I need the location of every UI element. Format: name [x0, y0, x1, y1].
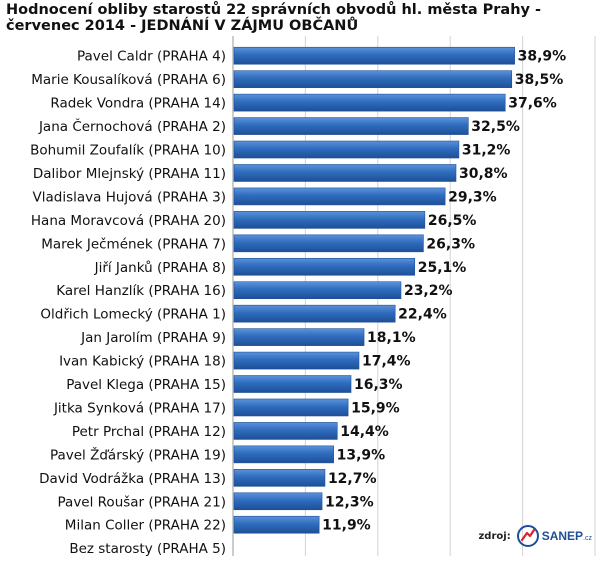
category-label: David Vodrážka (PRAHA 13)	[39, 471, 226, 487]
category-label: Vladislava Hujová (PRAHA 3)	[33, 189, 226, 205]
bar	[233, 211, 426, 229]
category-labels: Pavel Caldr (PRAHA 4) Marie Kousalíková (…	[30, 49, 226, 557]
value-label: 37,6%	[508, 96, 557, 112]
value-label: 38,9%	[518, 49, 567, 65]
category-label: Pavel Roušar (PRAHA 21)	[58, 494, 226, 510]
bar	[233, 140, 460, 159]
bar	[233, 328, 365, 346]
bar	[233, 281, 402, 300]
category-label: Dalibor Mlejnský (PRAHA 11)	[33, 166, 226, 182]
category-label: Ivan Kabický (PRAHA 18)	[59, 354, 226, 370]
category-label: Marie Kousalíková (PRAHA 6)	[31, 72, 226, 88]
value-labels: 38,9% 38,5% 37,6% 32,5% 31,2% 30,8% 29,3% 26,5%…	[322, 49, 566, 534]
bar	[233, 515, 320, 534]
bar	[233, 304, 396, 323]
value-label: 32,5%	[471, 119, 520, 135]
category-label: Karel Hanzlík (PRAHA 16)	[56, 283, 226, 299]
bar	[233, 46, 515, 65]
bar	[233, 422, 338, 440]
value-label: 15,9%	[351, 400, 400, 416]
value-label: 25,1%	[418, 260, 467, 276]
category-label: Jitka Synková (PRAHA 17)	[53, 400, 226, 416]
value-label: 18,1%	[367, 330, 416, 346]
bar	[233, 469, 326, 487]
value-label: 26,5%	[428, 213, 477, 229]
bar	[233, 187, 446, 206]
value-label: 29,3%	[448, 189, 497, 205]
value-label: 11,9%	[322, 518, 371, 534]
category-label: Marek Ječmének (PRAHA 7)	[41, 236, 226, 252]
value-label: 30,8%	[459, 166, 508, 182]
value-label: 16,3%	[354, 377, 403, 393]
value-label: 17,4%	[362, 354, 411, 370]
bar	[233, 445, 334, 464]
bar	[233, 492, 323, 511]
category-label: Hana Moravcová (PRAHA 20)	[31, 213, 226, 229]
value-label: 12,7%	[328, 471, 377, 487]
category-label: Jana Černochová (PRAHA 2)	[38, 117, 226, 135]
category-label: Pavel Žďárský (PRAHA 19)	[50, 445, 226, 463]
chart-title-line-1: Hodnocení obliby starostů 22 správních o…	[6, 2, 542, 18]
chart-title: Hodnocení obliby starostů 22 správních o…	[6, 2, 596, 34]
category-label: Pavel Klega (PRAHA 15)	[66, 377, 226, 393]
bars	[233, 46, 515, 534]
category-label: Oldřich Lomecký (PRAHA 1)	[40, 307, 226, 323]
value-label: 12,3%	[325, 494, 374, 510]
category-label: Bez starosty (PRAHA 5)	[69, 541, 226, 557]
value-label: 23,2%	[404, 283, 453, 299]
value-label: 22,4%	[398, 307, 447, 323]
chart-title-line-2: červenec 2014 - JEDNÁNÍ V ZÁJMU OBČANŮ	[6, 18, 359, 34]
category-label: Petr Prchal (PRAHA 12)	[72, 424, 226, 440]
source-label: zdroj:	[478, 530, 511, 542]
category-label: Radek Vondra (PRAHA 14)	[50, 96, 226, 112]
bar	[233, 70, 513, 88]
sanep-logo-text: SANEP.cz	[541, 529, 592, 543]
bar	[233, 164, 457, 182]
bar	[233, 351, 360, 370]
bar	[233, 234, 424, 253]
value-label: 31,2%	[462, 143, 511, 159]
bar	[233, 117, 469, 135]
value-label: 14,4%	[340, 424, 389, 440]
bar	[233, 93, 506, 112]
bar	[233, 375, 352, 393]
value-label: 38,5%	[515, 72, 564, 88]
category-label: Bohumil Zoufalík (PRAHA 10)	[30, 143, 226, 159]
sanep-logo: SANEP.cz	[516, 525, 592, 547]
bar	[233, 257, 416, 276]
value-label: 13,9%	[337, 447, 386, 463]
category-label: Jan Jarolím (PRAHA 9)	[80, 330, 226, 346]
bar	[233, 398, 349, 417]
sanep-logo-icon	[516, 525, 539, 547]
category-label: Jiří Janků (PRAHA 8)	[94, 260, 226, 276]
value-label: 26,3%	[426, 236, 475, 252]
category-label: Milan Coller (PRAHA 22)	[65, 518, 226, 534]
source-credit: zdroj: SANEP.cz	[478, 521, 592, 551]
category-label: Pavel Caldr (PRAHA 4)	[77, 49, 226, 65]
